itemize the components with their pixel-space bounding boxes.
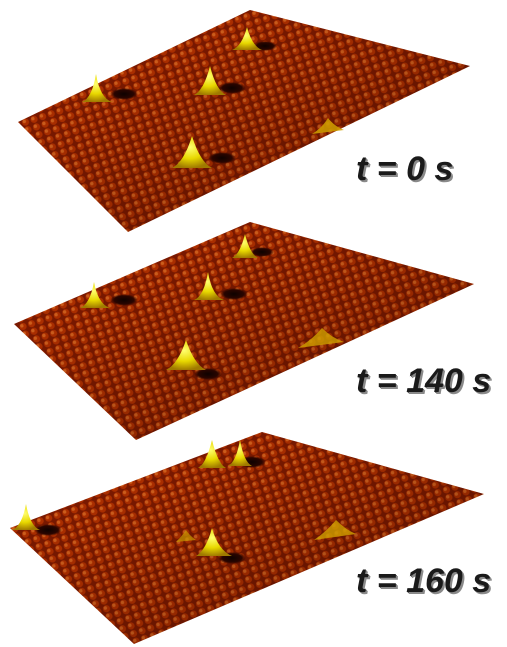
vacancy bbox=[218, 82, 246, 94]
vacancy bbox=[194, 368, 222, 380]
vacancy bbox=[220, 288, 248, 300]
adatom-peak bbox=[194, 66, 226, 95]
adatom-peak bbox=[196, 528, 232, 556]
stm-surface-image bbox=[18, 10, 470, 232]
adatom-peak bbox=[12, 504, 40, 530]
adatom-peak bbox=[166, 340, 206, 370]
stm-surface-image bbox=[14, 222, 474, 440]
vacancy bbox=[110, 88, 138, 100]
adatom-cluster bbox=[314, 520, 356, 540]
adatom-cluster bbox=[298, 328, 344, 348]
vacancy bbox=[34, 524, 62, 536]
time-label: t = 0 s bbox=[356, 150, 454, 188]
time-label: t = 140 s bbox=[356, 362, 492, 400]
adatom-peak bbox=[198, 440, 226, 468]
adatom-peak bbox=[228, 440, 252, 466]
vacancy bbox=[208, 152, 236, 164]
stm-panel-t140: t = 140 s bbox=[0, 212, 507, 447]
adatom-peak bbox=[232, 27, 262, 50]
adatom-cluster bbox=[312, 118, 344, 134]
stm-panel-t160: t = 160 s bbox=[0, 412, 507, 647]
adatom-peak bbox=[80, 282, 110, 308]
adatom-peak bbox=[194, 272, 224, 300]
adatom-cluster bbox=[176, 530, 196, 542]
adatom-peak bbox=[82, 74, 112, 102]
stm-panel-t0: t = 0 s bbox=[0, 0, 507, 235]
adatom-peak bbox=[232, 234, 258, 258]
vacancy bbox=[250, 247, 274, 257]
time-label: t = 160 s bbox=[356, 562, 492, 600]
vacancy bbox=[110, 294, 138, 306]
adatom-peak bbox=[172, 136, 212, 168]
stm-surface-image bbox=[10, 432, 484, 644]
